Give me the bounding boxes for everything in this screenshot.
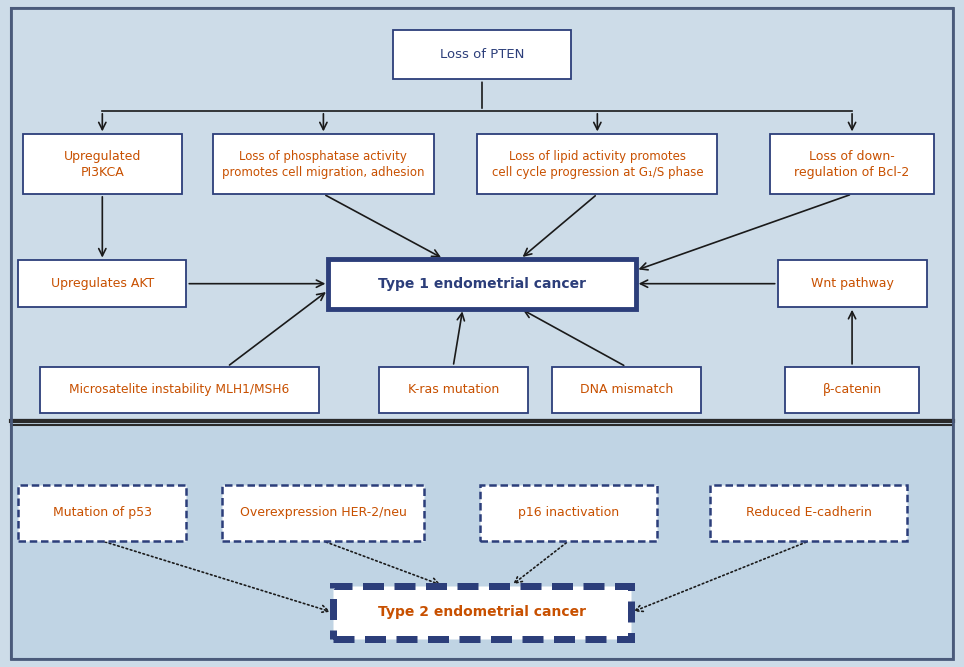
FancyBboxPatch shape: [23, 134, 181, 194]
Text: Wnt pathway: Wnt pathway: [811, 277, 894, 290]
Text: Loss of PTEN: Loss of PTEN: [440, 48, 524, 61]
Text: Type 2 endometrial cancer: Type 2 endometrial cancer: [378, 606, 586, 620]
Text: β-catenin: β-catenin: [822, 384, 882, 396]
FancyBboxPatch shape: [379, 367, 527, 414]
FancyBboxPatch shape: [333, 586, 631, 639]
FancyBboxPatch shape: [18, 485, 186, 541]
Text: Type 1 endometrial cancer: Type 1 endometrial cancer: [378, 277, 586, 291]
FancyBboxPatch shape: [778, 260, 926, 307]
Text: p16 inactivation: p16 inactivation: [518, 506, 619, 520]
FancyBboxPatch shape: [328, 259, 636, 309]
Text: Upregulated
PI3KCA: Upregulated PI3KCA: [64, 149, 141, 179]
Text: Loss of lipid activity promotes
cell cycle progression at G₁/S phase: Loss of lipid activity promotes cell cyc…: [492, 149, 703, 179]
FancyBboxPatch shape: [223, 485, 424, 541]
FancyBboxPatch shape: [393, 29, 571, 79]
Bar: [11, 420, 953, 659]
FancyBboxPatch shape: [551, 367, 701, 414]
Text: Overexpression HER-2/neu: Overexpression HER-2/neu: [240, 506, 407, 520]
Text: Reduced E-cadherin: Reduced E-cadherin: [746, 506, 871, 520]
Text: Upregulates AKT: Upregulates AKT: [51, 277, 154, 290]
FancyBboxPatch shape: [480, 485, 657, 541]
FancyBboxPatch shape: [785, 367, 920, 414]
FancyBboxPatch shape: [213, 134, 434, 194]
Text: Mutation of p53: Mutation of p53: [53, 506, 151, 520]
FancyBboxPatch shape: [710, 485, 907, 541]
FancyBboxPatch shape: [477, 134, 717, 194]
FancyBboxPatch shape: [18, 260, 186, 307]
Bar: [11, 8, 953, 420]
Text: Loss of down-
regulation of Bcl-2: Loss of down- regulation of Bcl-2: [794, 149, 910, 179]
Text: Microsatelite instability MLH1/MSH6: Microsatelite instability MLH1/MSH6: [69, 384, 289, 396]
FancyBboxPatch shape: [40, 367, 318, 414]
Text: K-ras mutation: K-ras mutation: [408, 384, 498, 396]
FancyBboxPatch shape: [770, 134, 934, 194]
Text: Loss of phosphatase activity
promotes cell migration, adhesion: Loss of phosphatase activity promotes ce…: [222, 149, 425, 179]
Text: DNA mismatch: DNA mismatch: [579, 384, 673, 396]
